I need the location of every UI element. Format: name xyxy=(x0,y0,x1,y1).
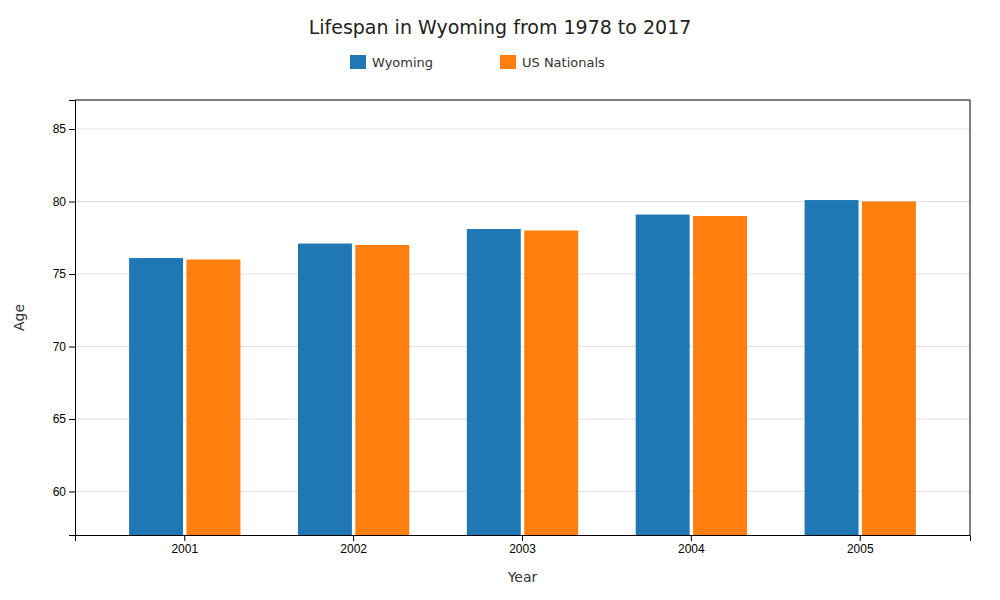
x-tick-mark xyxy=(691,535,692,541)
legend-item: Wyoming xyxy=(350,55,433,70)
y-axis: 60 65 70 75 80 85 xyxy=(53,101,76,536)
legend-swatch xyxy=(500,55,516,69)
bar xyxy=(862,202,916,536)
bar xyxy=(298,244,352,535)
x-axis-line xyxy=(76,536,971,542)
frame-line xyxy=(970,100,971,535)
bar xyxy=(636,215,690,535)
y-tick-label: 65 xyxy=(53,412,67,426)
y-axis-title: Age xyxy=(11,304,27,331)
legend-swatch xyxy=(350,55,366,69)
y-tick: 80 xyxy=(53,195,75,209)
y-tick-mark xyxy=(69,347,75,348)
y-tick: 85 xyxy=(53,122,75,136)
y-tick-label: 75 xyxy=(53,267,67,281)
chart-container: 60 65 70 75 80 85 2001 2002 2003 2004 2005 Year Age L… xyxy=(0,0,1000,600)
x-tick: 2004 xyxy=(678,535,705,556)
y-tick-mark xyxy=(69,274,75,275)
x-tick-mark xyxy=(522,535,523,541)
bar xyxy=(524,231,578,536)
y-tick-mark xyxy=(69,419,75,420)
x-tick: 2002 xyxy=(340,535,367,556)
y-tick: 75 xyxy=(53,267,75,281)
y-tick-label: 80 xyxy=(53,195,67,209)
bar xyxy=(355,245,409,535)
title: Lifespan in Wyoming from 1978 to 2017 xyxy=(309,16,692,38)
x-axis: 2001 2002 2003 2004 2005 xyxy=(76,535,971,556)
y-tick-mark xyxy=(69,492,75,493)
legend-item: US Nationals xyxy=(500,55,605,70)
y-tick-mark xyxy=(69,202,75,203)
x-tick-label: 2003 xyxy=(509,542,536,556)
bar xyxy=(693,216,747,535)
x-tick-label: 2005 xyxy=(847,542,874,556)
x-tick-mark xyxy=(860,535,861,541)
y-tick-label: 85 xyxy=(53,122,67,136)
bar xyxy=(467,229,521,535)
y-tick-label: 70 xyxy=(53,340,67,354)
chart: 60 65 70 75 80 85 2001 2002 2003 2004 2005 Year Age L… xyxy=(0,0,1000,600)
grid-line xyxy=(75,129,970,130)
x-tick-mark xyxy=(184,535,185,541)
legend: Wyoming US Nationals xyxy=(350,55,605,70)
y-tick-mark xyxy=(69,129,75,130)
bar xyxy=(129,258,183,535)
x-tick-label: 2001 xyxy=(171,542,198,556)
y-tick: 65 xyxy=(53,412,75,426)
x-tick: 2003 xyxy=(509,535,536,556)
plot: 60 65 70 75 80 85 2001 2002 2003 2004 2005 xyxy=(53,100,971,556)
series xyxy=(129,200,858,535)
bars xyxy=(129,200,916,535)
legend-label: Wyoming xyxy=(372,55,433,70)
y-axis-line xyxy=(69,101,76,536)
legend-label: US Nationals xyxy=(522,55,605,70)
y-tick: 60 xyxy=(53,485,75,499)
frame-line xyxy=(75,100,970,101)
y-tick-label: 60 xyxy=(53,485,67,499)
x-tick-mark xyxy=(353,535,354,541)
x-tick: 2005 xyxy=(847,535,874,556)
y-tick: 70 xyxy=(53,340,75,354)
x-tick-label: 2004 xyxy=(678,542,705,556)
x-axis-title: Year xyxy=(507,569,538,585)
bar xyxy=(805,200,859,535)
x-tick: 2001 xyxy=(171,535,198,556)
series xyxy=(186,202,915,536)
x-tick-label: 2002 xyxy=(340,542,367,556)
bar xyxy=(186,260,240,536)
